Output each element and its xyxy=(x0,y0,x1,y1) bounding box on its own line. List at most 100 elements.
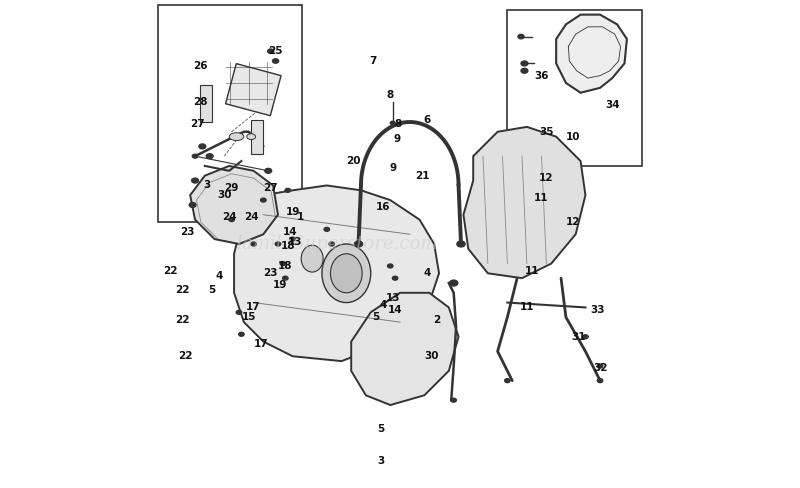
Ellipse shape xyxy=(330,254,362,293)
Ellipse shape xyxy=(192,154,198,158)
Ellipse shape xyxy=(273,59,278,63)
Text: 11: 11 xyxy=(520,303,534,312)
Ellipse shape xyxy=(229,218,234,222)
Ellipse shape xyxy=(505,379,510,383)
Bar xyxy=(507,10,642,166)
Ellipse shape xyxy=(199,144,206,149)
Ellipse shape xyxy=(261,198,266,202)
Ellipse shape xyxy=(457,241,465,247)
Text: 12: 12 xyxy=(566,217,581,227)
Text: 30: 30 xyxy=(217,190,231,200)
Text: 8: 8 xyxy=(394,120,401,129)
Text: 13: 13 xyxy=(288,237,302,246)
Ellipse shape xyxy=(451,398,457,402)
Text: 5: 5 xyxy=(377,425,384,434)
Text: 5: 5 xyxy=(372,312,379,322)
Text: 20: 20 xyxy=(346,156,361,166)
Text: 4: 4 xyxy=(216,271,223,281)
Text: 34: 34 xyxy=(605,100,619,110)
Ellipse shape xyxy=(236,310,242,314)
Text: 9: 9 xyxy=(394,134,401,144)
Text: 27: 27 xyxy=(190,120,205,129)
Ellipse shape xyxy=(192,178,198,183)
Bar xyxy=(251,120,263,154)
Ellipse shape xyxy=(268,49,274,54)
Text: 28: 28 xyxy=(193,98,207,107)
Text: 26: 26 xyxy=(193,61,207,71)
Text: 3: 3 xyxy=(377,456,384,466)
Text: 17: 17 xyxy=(254,339,268,349)
Ellipse shape xyxy=(354,241,362,247)
Ellipse shape xyxy=(387,264,393,268)
Ellipse shape xyxy=(265,168,272,173)
Text: 14: 14 xyxy=(283,227,298,237)
Ellipse shape xyxy=(285,188,290,192)
Ellipse shape xyxy=(189,203,196,207)
Text: 25: 25 xyxy=(268,46,283,56)
Text: 2: 2 xyxy=(433,315,440,325)
Text: IamilaSuperstore.com: IamilaSuperstore.com xyxy=(235,235,438,253)
Text: 18: 18 xyxy=(278,261,293,271)
Text: 6: 6 xyxy=(423,115,430,124)
Text: 19: 19 xyxy=(286,207,300,217)
Text: 11: 11 xyxy=(525,266,539,276)
Text: 4: 4 xyxy=(379,300,386,310)
Text: 22: 22 xyxy=(178,351,193,361)
Text: 27: 27 xyxy=(263,183,278,193)
Text: 36: 36 xyxy=(534,71,549,81)
Bar xyxy=(200,85,212,122)
Text: 16: 16 xyxy=(376,203,390,212)
Text: 15: 15 xyxy=(242,312,256,322)
Polygon shape xyxy=(351,293,458,405)
Polygon shape xyxy=(556,15,627,93)
Text: 5: 5 xyxy=(209,285,216,295)
Ellipse shape xyxy=(246,134,255,140)
Ellipse shape xyxy=(450,280,458,286)
Text: 31: 31 xyxy=(571,332,586,342)
Ellipse shape xyxy=(598,364,603,368)
Bar xyxy=(226,63,281,116)
Ellipse shape xyxy=(392,276,398,280)
Text: 23: 23 xyxy=(181,227,195,237)
Ellipse shape xyxy=(290,237,295,241)
Text: 33: 33 xyxy=(590,305,605,315)
Text: 8: 8 xyxy=(386,90,394,100)
Ellipse shape xyxy=(206,154,213,159)
Text: 29: 29 xyxy=(225,183,239,193)
Text: 22: 22 xyxy=(163,266,178,276)
Text: 19: 19 xyxy=(274,281,288,290)
Ellipse shape xyxy=(582,335,588,339)
Ellipse shape xyxy=(282,276,288,280)
Ellipse shape xyxy=(390,121,395,125)
Text: 12: 12 xyxy=(539,173,554,183)
Polygon shape xyxy=(190,166,278,244)
Text: 24: 24 xyxy=(222,212,237,222)
Text: 4: 4 xyxy=(423,268,430,278)
Text: 17: 17 xyxy=(246,303,261,312)
Ellipse shape xyxy=(275,242,281,246)
Text: 23: 23 xyxy=(263,268,278,278)
Text: 11: 11 xyxy=(534,193,549,203)
Text: 7: 7 xyxy=(370,56,377,66)
Text: 24: 24 xyxy=(244,212,258,222)
Text: 18: 18 xyxy=(281,242,295,251)
Ellipse shape xyxy=(230,133,244,141)
Polygon shape xyxy=(234,185,439,361)
Polygon shape xyxy=(463,127,586,278)
Ellipse shape xyxy=(322,244,370,303)
Text: 22: 22 xyxy=(175,315,190,325)
Ellipse shape xyxy=(521,61,528,66)
Ellipse shape xyxy=(598,379,603,383)
Ellipse shape xyxy=(518,34,524,39)
Ellipse shape xyxy=(324,227,330,231)
Text: 10: 10 xyxy=(566,132,581,142)
Text: 9: 9 xyxy=(389,163,396,173)
Ellipse shape xyxy=(329,242,334,246)
Ellipse shape xyxy=(238,332,244,336)
Text: 1: 1 xyxy=(296,212,303,222)
Text: 30: 30 xyxy=(425,351,439,361)
Text: 32: 32 xyxy=(593,364,607,373)
Text: 22: 22 xyxy=(175,285,190,295)
Bar xyxy=(158,5,302,222)
Ellipse shape xyxy=(521,68,528,73)
